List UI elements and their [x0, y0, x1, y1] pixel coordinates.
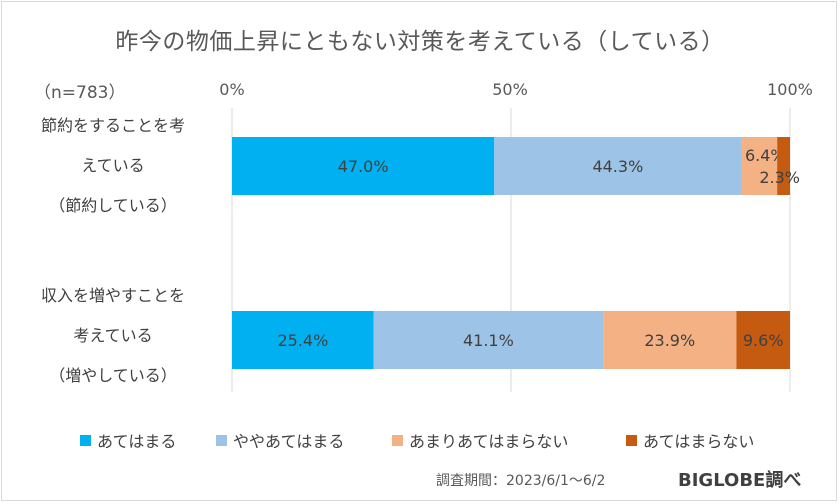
- legend-item-yaya-atehamaru: ややあてはまる: [216, 428, 344, 452]
- legend-label: ややあてはまる: [233, 432, 345, 451]
- legend-item-atehamaru: あてはまる: [80, 428, 176, 452]
- x-tick-100: 100%: [767, 80, 813, 99]
- category-label-saving: 節約をすることを考 えている （節約している）: [8, 106, 218, 226]
- bar-segment: [494, 137, 742, 195]
- survey-period: 調査期間：2023/6/1〜6/2: [436, 473, 606, 489]
- data-label: 9.6%: [743, 331, 784, 350]
- legend-item-amari-atehamaranai: あまりあてはまらない: [392, 428, 568, 452]
- category-label-income: 収入を増やすことを 考えている （増やしている）: [8, 276, 218, 396]
- bar-segment: [232, 311, 374, 369]
- category-label-line: （増やしている）: [49, 366, 177, 385]
- brand-logo-text: BIGLOBE調べ: [678, 470, 802, 491]
- category-label-line: 収入を増やすことを: [40, 286, 185, 305]
- legend-swatch: [216, 434, 227, 446]
- bar-segment: [373, 311, 604, 369]
- category-label-line: （節約している）: [49, 196, 177, 215]
- bar-segment: [741, 137, 778, 195]
- legend-swatch: [80, 434, 91, 446]
- data-label: 41.1%: [463, 331, 514, 350]
- sample-size-label: （n=783）: [34, 83, 126, 103]
- legend-label: あてはまる: [97, 432, 177, 451]
- data-label: 2.3%: [759, 168, 800, 187]
- x-tick-0: 0%: [219, 80, 245, 99]
- bar-segment: [777, 137, 790, 195]
- legend-swatch: [626, 434, 637, 446]
- bar-segment: [232, 137, 495, 195]
- bar-segment: [736, 311, 790, 369]
- x-tick-50: 50%: [492, 80, 528, 99]
- legend-label: あまりあてはまらない: [409, 432, 569, 451]
- legend-item-atehamaranai: あてはまらない: [626, 428, 754, 452]
- data-label: 47.0%: [338, 157, 389, 176]
- category-label-line: 考えている: [73, 326, 153, 345]
- legend-label: あてはまらない: [643, 432, 755, 451]
- legend-swatch: [392, 434, 403, 446]
- bar-segment: [603, 311, 737, 369]
- data-label: 6.4%: [745, 146, 786, 165]
- chart-title: 昨今の物価上昇にともない対策を考えている（している）: [115, 29, 725, 55]
- category-label-line: 節約をすることを考: [40, 116, 185, 135]
- data-label: 44.3%: [592, 157, 643, 176]
- data-label: 23.9%: [644, 331, 695, 350]
- category-label-line: えている: [81, 156, 145, 175]
- data-label: 25.4%: [277, 331, 328, 350]
